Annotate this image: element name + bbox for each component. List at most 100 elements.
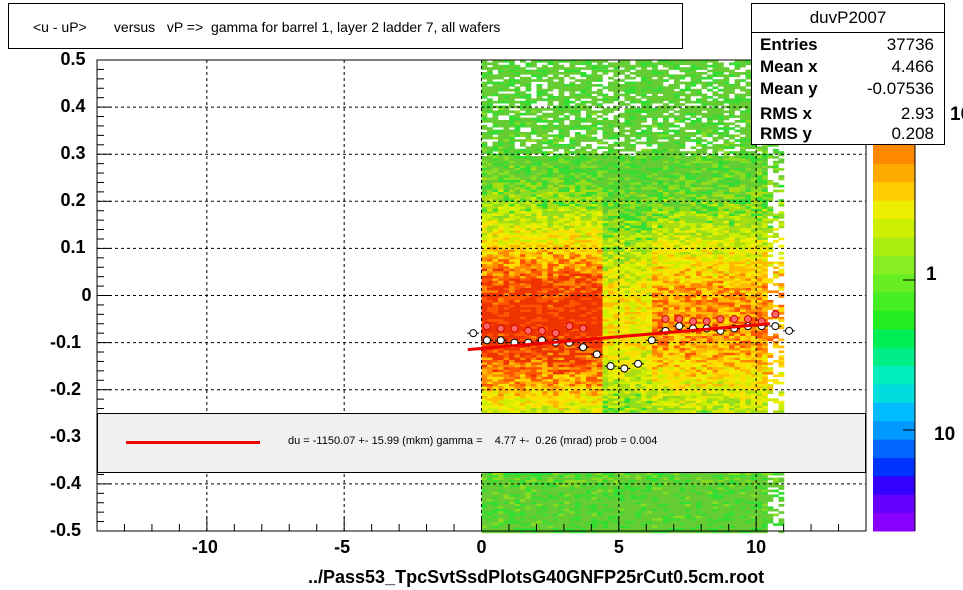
heatmap-cell [586, 120, 592, 123]
heatmap-cell [756, 278, 763, 282]
heatmap-cell [553, 72, 559, 75]
heatmap-cell [487, 280, 493, 284]
heatmap-cell [487, 79, 493, 82]
heatmap-cell [652, 201, 658, 205]
heatmap-cell [674, 208, 680, 212]
heatmap-cell [514, 72, 521, 75]
heatmap-cell [547, 177, 554, 181]
heatmap-cell [525, 273, 532, 277]
heatmap-cell [674, 264, 680, 267]
heatmap-cell [520, 244, 526, 248]
heatmap-cell [509, 148, 515, 152]
heatmap-cell [531, 79, 537, 82]
heatmap-cell [712, 79, 719, 82]
heatmap-cell [602, 225, 609, 229]
heatmap-cell [487, 302, 493, 306]
heatmap-cell [487, 235, 493, 238]
heatmap-cell [762, 156, 768, 159]
heatmap-cell [487, 259, 493, 262]
heatmap-cell [514, 204, 521, 207]
heatmap-cell [586, 288, 592, 291]
heatmap-cell [498, 148, 504, 152]
heatmap-cell [756, 271, 763, 274]
heatmap-cell [663, 93, 669, 97]
heatmap-cell [602, 110, 609, 114]
heatmap-cell [553, 81, 559, 85]
heatmap-cell [707, 112, 713, 116]
heatmap-cell [619, 201, 625, 205]
heatmap-cell [729, 184, 735, 188]
heatmap-cell [503, 175, 510, 178]
heatmap-cell [619, 235, 625, 238]
heatmap-cell [597, 93, 603, 97]
heatmap-cell [652, 120, 658, 123]
heatmap-cell [696, 201, 702, 205]
heatmap-cell [591, 103, 598, 106]
heatmap-cell [663, 297, 669, 301]
heatmap-cell [520, 225, 526, 229]
heatmap-cell [740, 266, 746, 270]
heatmap-cell [520, 206, 526, 210]
heatmap-cell [547, 235, 554, 238]
heatmap-cell [668, 129, 675, 133]
heatmap-cell [729, 295, 735, 298]
heatmap-cell [663, 158, 669, 162]
heatmap-cell [481, 177, 488, 181]
heatmap-cell [575, 206, 581, 210]
heatmap-cell [635, 100, 642, 104]
heatmap-cell [613, 256, 620, 260]
heatmap-cell [619, 84, 625, 87]
heatmap-cell [553, 108, 559, 111]
heatmap-cell [630, 240, 636, 243]
heatmap-cell [525, 264, 532, 267]
heatmap-cell [707, 280, 713, 284]
heatmap-cell [707, 132, 713, 135]
heatmap-cell [608, 64, 614, 68]
heatmap-cell [536, 189, 543, 193]
heatmap-cell [657, 124, 664, 128]
heatmap-cell [608, 192, 614, 195]
heatmap-cell [745, 201, 752, 205]
heatmap-cell [569, 72, 576, 75]
heatmap-cell [679, 141, 686, 145]
heatmap-cell [652, 276, 658, 279]
heatmap-cell [569, 225, 576, 229]
heatmap-cell [641, 182, 647, 186]
heatmap-cell [657, 141, 664, 145]
heatmap-cell [558, 76, 565, 80]
heatmap-cell [553, 232, 559, 236]
heatmap-cell [641, 244, 647, 248]
heatmap-cell [569, 271, 576, 274]
heatmap-cell [619, 276, 625, 279]
heatmap-cell [481, 67, 488, 70]
heatmap-cell [630, 170, 636, 174]
heatmap-cell [734, 163, 741, 166]
heatmap-cell [674, 165, 680, 169]
heatmap-cell [586, 199, 592, 202]
heatmap-cell [635, 74, 642, 78]
heatmap-cell [591, 218, 598, 222]
heatmap-cell [663, 276, 669, 279]
heatmap-cell [520, 168, 526, 171]
heatmap-cell [690, 292, 697, 296]
heatmap-cell [685, 74, 691, 78]
heatmap-cell [663, 285, 669, 289]
heatmap-cell [558, 211, 565, 214]
heatmap-cell [569, 194, 576, 198]
heatmap-cell [674, 254, 680, 258]
heatmap-cell [481, 158, 488, 162]
heatmap-cell [679, 175, 686, 178]
heatmap-cell [674, 290, 680, 294]
heatmap-cell [745, 290, 752, 294]
heatmap-cell [613, 184, 620, 188]
heatmap-cell [712, 72, 719, 75]
heatmap-cell [509, 249, 515, 253]
heatmap-cell [553, 62, 559, 66]
heatmap-cell [553, 225, 559, 229]
heatmap-cell [657, 156, 664, 159]
heatmap-cell [696, 304, 702, 308]
heatmap-cell [740, 242, 746, 246]
heatmap-cell [597, 206, 603, 210]
heatmap-cell [503, 153, 510, 157]
heatmap-cell [685, 72, 691, 75]
